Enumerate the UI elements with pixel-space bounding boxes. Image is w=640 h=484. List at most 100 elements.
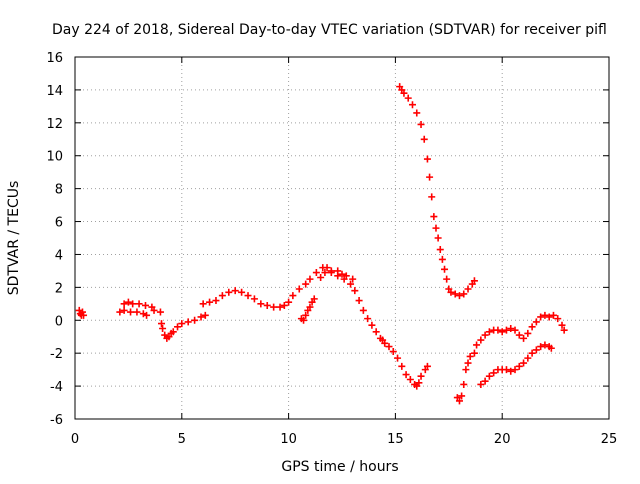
data-point	[127, 308, 135, 316]
data-point	[460, 380, 468, 388]
data-point	[238, 288, 246, 296]
data-point	[485, 328, 493, 336]
data-point	[423, 155, 431, 163]
data-point	[368, 321, 376, 329]
x-tick-label: 10	[280, 432, 297, 447]
data-point	[481, 377, 489, 385]
data-point	[470, 277, 478, 285]
data-point	[231, 287, 239, 295]
data-point	[532, 346, 540, 354]
data-point	[404, 94, 412, 102]
data-point	[141, 301, 149, 309]
data-point	[560, 326, 568, 334]
chart-title: Day 224 of 2018, Sidereal Day-to-day VTE…	[52, 22, 607, 38]
x-tick-label: 0	[71, 432, 79, 447]
data-point	[342, 272, 350, 280]
data-point	[537, 343, 545, 351]
y-tick-label: 6	[55, 216, 63, 231]
data-point	[455, 292, 463, 300]
data-point	[520, 334, 528, 342]
data-point	[426, 173, 434, 181]
data-point	[464, 285, 472, 293]
data-point	[417, 120, 425, 128]
data-point	[507, 367, 515, 375]
data-point	[436, 246, 444, 254]
data-point	[133, 308, 141, 316]
data-point	[225, 288, 233, 296]
data-point	[549, 311, 557, 319]
data-point	[257, 300, 265, 308]
data-point	[398, 362, 406, 370]
data-point	[347, 280, 355, 288]
data-point	[406, 376, 414, 384]
data-point	[473, 341, 481, 349]
data-point	[143, 311, 151, 319]
data-point	[408, 101, 416, 109]
data-point	[470, 349, 478, 357]
data-point	[413, 109, 421, 117]
data-point	[302, 311, 310, 319]
data-point	[423, 362, 431, 370]
data-point	[541, 311, 549, 319]
data-point	[116, 308, 124, 316]
data-point	[276, 303, 284, 311]
plot-frame	[74, 56, 610, 420]
data-point	[158, 320, 166, 328]
data-point	[169, 328, 177, 336]
data-point	[306, 275, 314, 283]
data-point	[481, 331, 489, 339]
data-point	[300, 316, 308, 324]
y-tick-label: 2	[55, 281, 63, 296]
data-point	[524, 354, 532, 362]
data-point	[124, 298, 132, 306]
data-point	[477, 336, 485, 344]
data-point	[306, 303, 314, 311]
y-tick-label: 0	[55, 314, 63, 329]
data-point	[321, 269, 329, 277]
data-point	[197, 313, 205, 321]
data-point	[385, 343, 393, 351]
data-point	[507, 325, 515, 332]
data-point	[302, 280, 310, 288]
y-tick-label: 16	[46, 51, 63, 66]
data-point	[80, 311, 88, 319]
y-tick-label: 14	[46, 84, 63, 99]
data-point	[528, 349, 536, 357]
data-point	[159, 325, 167, 332]
data-point	[532, 318, 540, 326]
data-point	[120, 300, 128, 308]
y-tick-label: 12	[46, 117, 63, 132]
y-tick-label: -6	[50, 413, 63, 428]
data-point	[349, 275, 357, 283]
data-point	[515, 331, 523, 339]
data-point	[432, 224, 440, 232]
data-point	[327, 267, 335, 275]
data-point	[545, 313, 553, 321]
data-point	[135, 300, 143, 308]
data-point	[156, 308, 164, 316]
data-point	[323, 264, 331, 272]
data-point	[289, 292, 297, 300]
y-tick-label: 10	[46, 150, 63, 165]
data-point	[381, 339, 389, 347]
x-axis-label: GPS time / hours	[281, 459, 398, 475]
data-point	[150, 306, 158, 314]
data-point	[451, 290, 459, 298]
y-tick-label: -2	[50, 347, 63, 362]
data-point	[334, 267, 342, 275]
data-point	[490, 369, 498, 377]
data-point	[420, 135, 428, 143]
data-point	[129, 300, 137, 308]
data-point	[466, 352, 474, 360]
y-axis-ticks: -6 -4 -2 0 2 4 6 8 10 12 14 16	[46, 51, 609, 428]
data-point	[537, 313, 545, 321]
x-tick-label: 5	[178, 432, 186, 447]
y-tick-label: 4	[55, 248, 63, 263]
data-point	[351, 287, 359, 295]
y-tick-label: 8	[55, 183, 63, 198]
data-point	[524, 329, 532, 337]
y-axis-label: SDTVAR / TECUs	[6, 181, 22, 296]
data-point	[295, 285, 303, 293]
